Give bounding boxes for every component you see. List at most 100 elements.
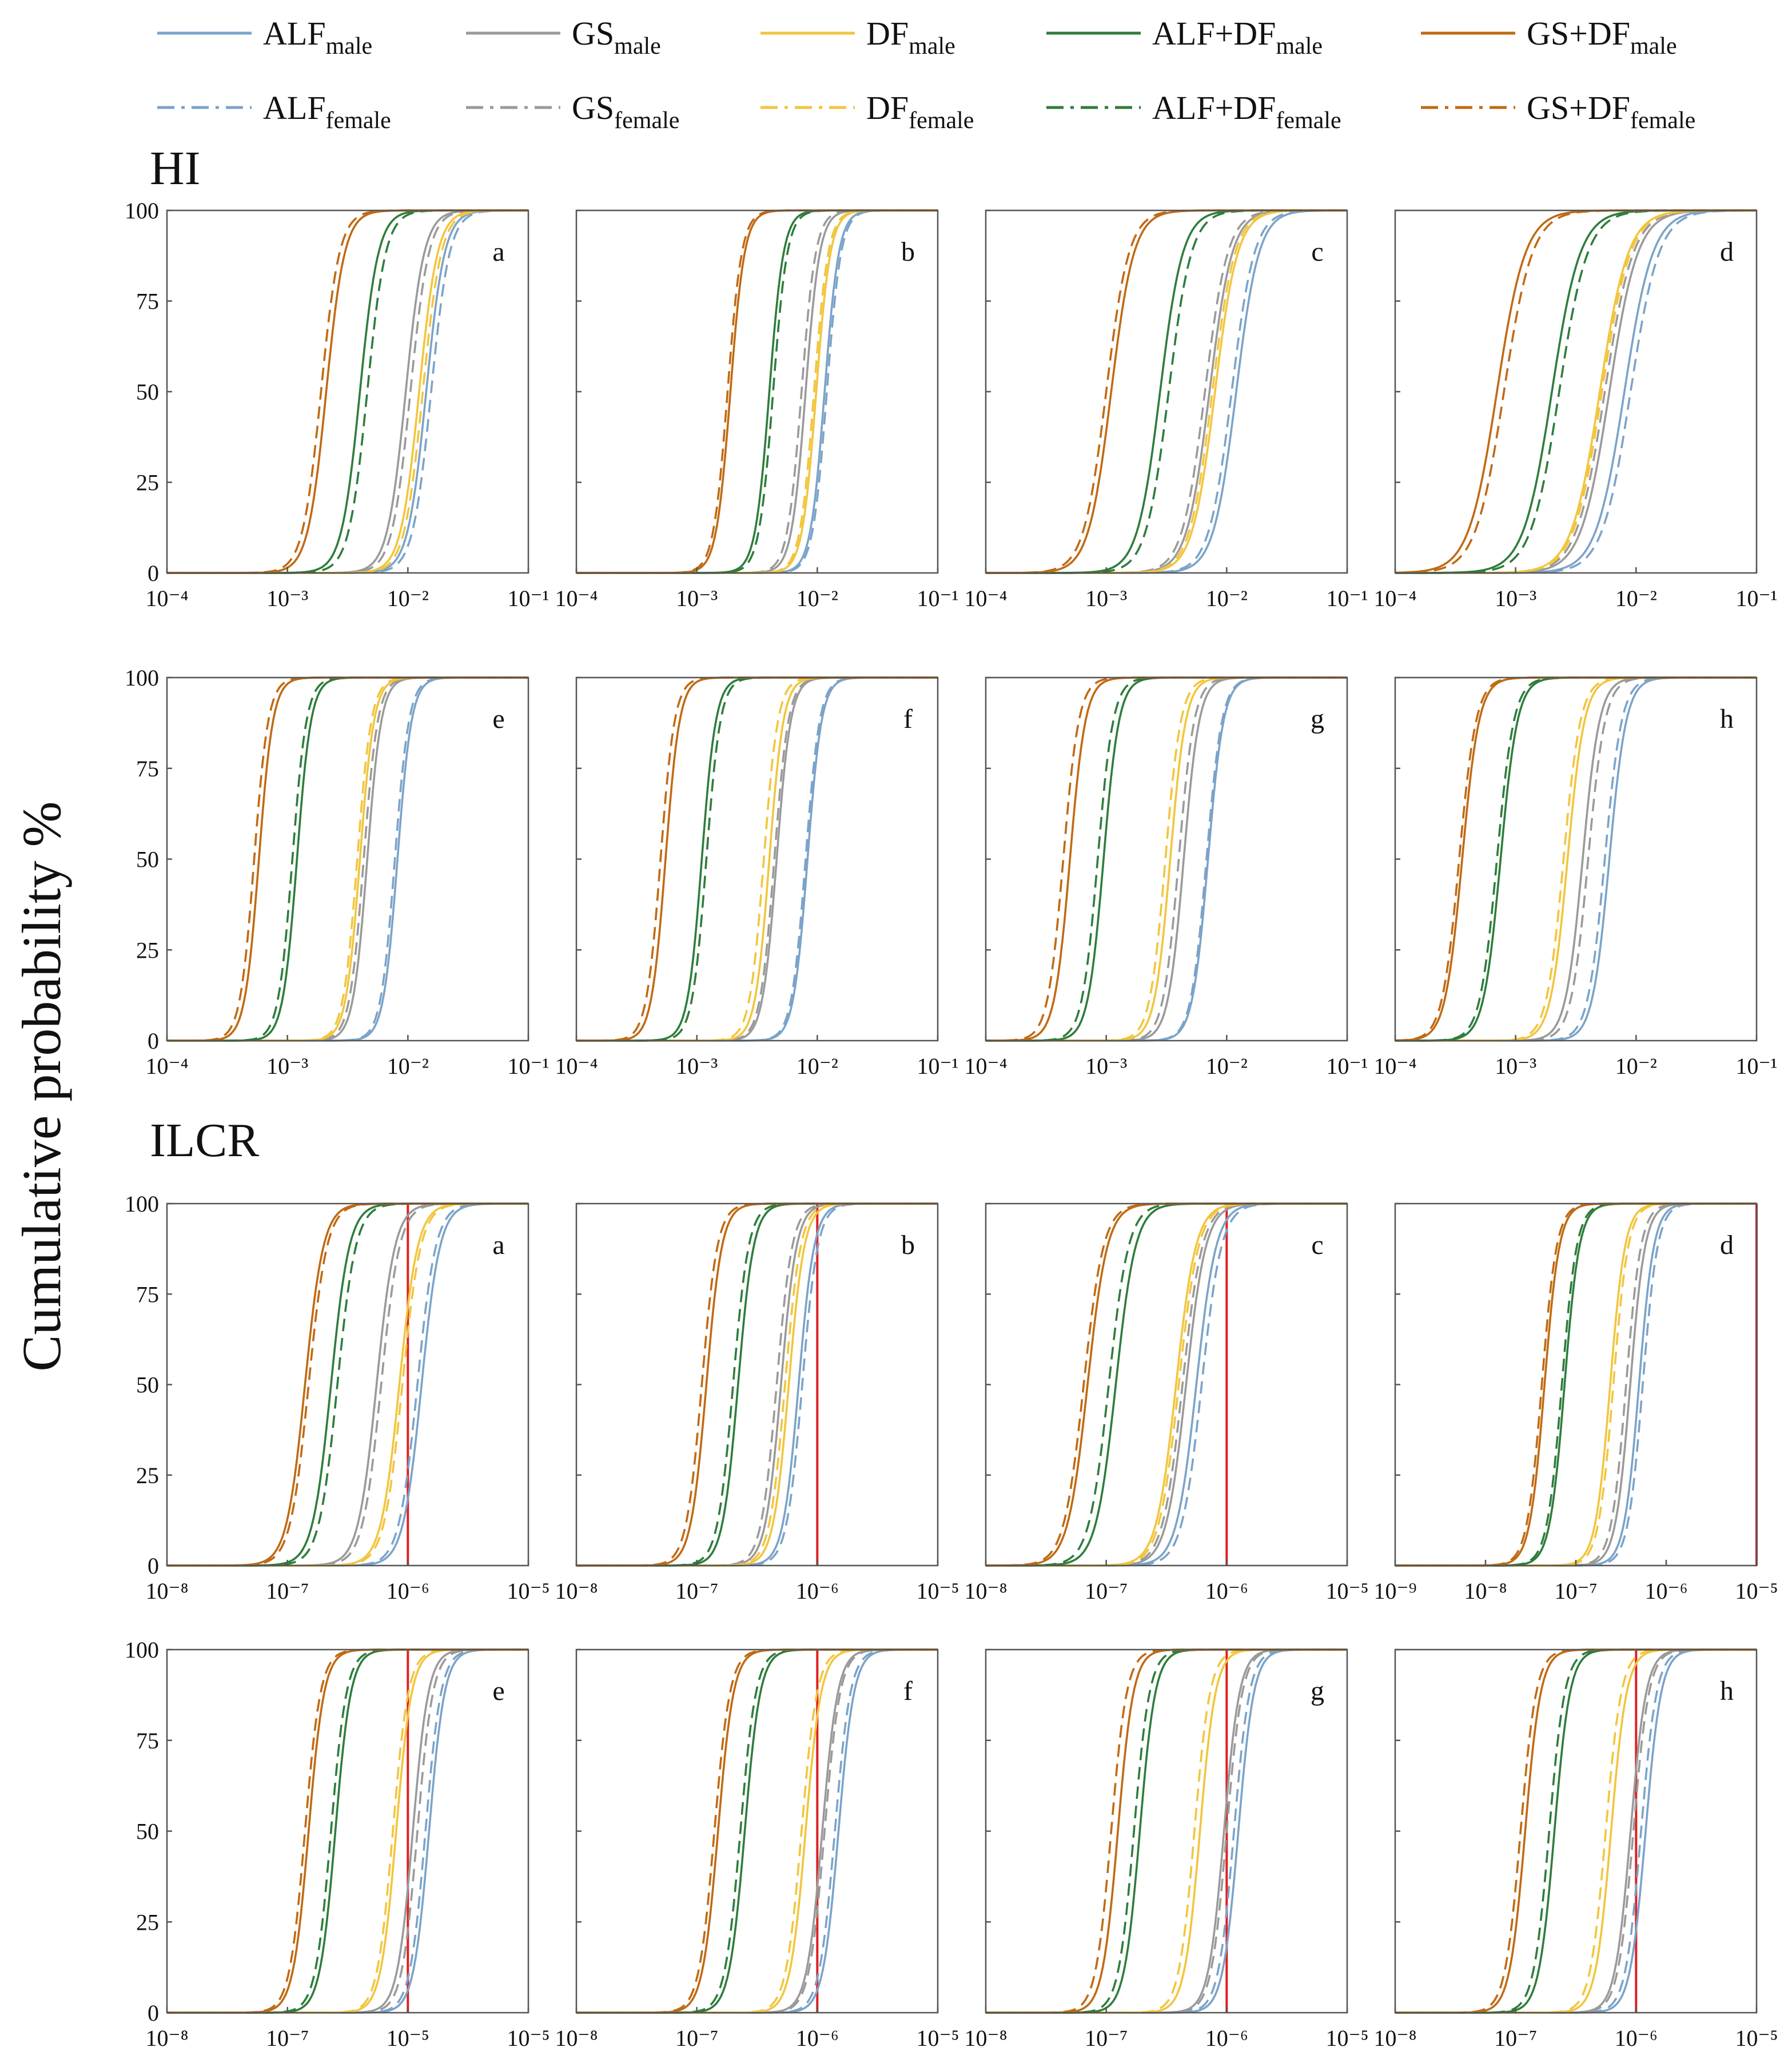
x-tick-label: 10⁻⁸ [964, 1578, 1007, 1604]
legend-label: DFmale [866, 15, 955, 59]
panel-ilcr-b: 10⁻⁸ 10⁻⁷ 10⁻⁶ 10⁻⁵ b [555, 1202, 959, 1604]
panel-letter: c [1311, 237, 1323, 267]
legend-item-gs_male: GSmale [466, 15, 661, 59]
series-alf-df-male [1395, 1648, 1757, 2014]
panel-hi-c: 10⁻⁴ 10⁻³ 10⁻² 10⁻¹ c [964, 209, 1368, 611]
panel-ilcr-f: 10⁻⁸ 10⁻⁷ 10⁻⁶ 10⁻⁵ f [555, 1648, 959, 2051]
series-df-male [167, 209, 528, 574]
series-gs-df-male [986, 676, 1347, 1042]
legend-label-sub: female [614, 107, 679, 134]
x-tick-label: 10⁻² [1206, 1053, 1248, 1079]
legend-item-alfdf_female: ALF+DFfemale [1046, 89, 1341, 134]
series-df-female [986, 676, 1347, 1042]
series-gs-male [167, 1648, 528, 2014]
x-tick-label: 10⁻¹ [917, 586, 958, 611]
series-group [1395, 209, 1757, 574]
y-tick-label: 100 [125, 665, 159, 691]
legend-label-base: GS [572, 89, 614, 126]
series-group [576, 1648, 938, 2014]
panel-letter: b [901, 1230, 915, 1260]
series-gs-df-male [167, 1648, 528, 2014]
x-tick-label: 10⁻³ [1085, 586, 1127, 611]
series-gs-male [986, 1202, 1347, 1567]
x-tick-label: 10⁻⁴ [1373, 586, 1416, 611]
x-tick-label: 10⁻⁷ [266, 1578, 309, 1604]
plot-frame [1394, 676, 1758, 1042]
legend-label-sub: male [1276, 33, 1323, 59]
series-alf-df-male [576, 1202, 938, 1567]
series-alf-female [986, 209, 1347, 574]
series-df-male [167, 676, 528, 1042]
legend-label: ALF+DFmale [1152, 15, 1323, 59]
series-alf-df-female [1395, 1648, 1757, 2014]
x-tick-label: 10⁻⁴ [1373, 1053, 1416, 1079]
x-tick-label: 10⁻¹ [1735, 586, 1777, 611]
series-gs-female [167, 1648, 528, 2014]
series-gs-male [1395, 676, 1757, 1042]
series-gs-female [986, 209, 1347, 574]
series-df-male [986, 676, 1347, 1042]
series-gs-df-female [576, 1202, 938, 1567]
panel-ilcr-d: 10⁻⁹ 10⁻⁸ 10⁻⁷ 10⁻⁶ 10⁻⁵ d [1373, 1202, 1778, 1604]
legend-item-alfdf_male: ALF+DFmale [1046, 15, 1323, 59]
y-axis-label: Cumulative probability % [11, 801, 72, 1371]
series-df-female [1395, 1648, 1757, 2014]
panel-letter: f [903, 1676, 913, 1706]
x-tick-label: 10⁻⁶ [1205, 2025, 1248, 2051]
plot-frame [166, 1648, 529, 2014]
series-gs-df-male [576, 1648, 938, 2014]
y-tick-label: 25 [136, 470, 159, 496]
series-gs-male [986, 676, 1347, 1042]
series-gs-df-female [986, 1202, 1347, 1567]
series-gs-female [986, 1648, 1347, 2014]
y-tick-label: 75 [136, 756, 159, 782]
series-gs-df-male [576, 1202, 938, 1567]
series-alf-df-female [986, 1648, 1347, 2014]
series-df-female [1395, 676, 1757, 1042]
legend-label-sub: male [1630, 33, 1677, 59]
series-df-male [986, 209, 1347, 574]
series-df-male [1395, 1648, 1757, 2014]
y-tick-label: 25 [136, 1909, 159, 1935]
series-gs-df-male [167, 209, 528, 574]
panel-letter: a [492, 237, 504, 267]
series-gs-male [576, 1648, 938, 2014]
x-tick-label: 10⁻⁴ [145, 1053, 188, 1079]
x-tick-label: 10⁻¹ [1326, 586, 1368, 611]
x-tick-label: 10⁻⁷ [1554, 1578, 1597, 1604]
x-tick-label: 10⁻² [1615, 586, 1657, 611]
series-alf-male [986, 1648, 1347, 2014]
y-tick-label: 0 [148, 1028, 159, 1054]
series-group [576, 1202, 938, 1567]
series-alf-df-female [986, 676, 1347, 1042]
x-tick-label: 10⁻⁷ [675, 1578, 718, 1604]
series-gs-female [1395, 676, 1757, 1042]
legend-label-base: DF [866, 15, 909, 52]
panel-hi-d: 10⁻⁴ 10⁻³ 10⁻² 10⁻¹ d [1373, 209, 1778, 611]
x-tick-label: 10⁻⁸ [555, 1578, 598, 1604]
series-df-male [986, 1648, 1347, 2014]
panel-ilcr-a: 0 25 50 75 100 10⁻⁸ 10⁻⁷ 10⁻⁶ 10⁻⁵ a [125, 1191, 550, 1604]
series-gs-female [986, 1202, 1347, 1567]
series-alf-df-male [167, 1648, 528, 2014]
legend-label-sub: male [614, 33, 661, 59]
series-gs-male [986, 209, 1347, 574]
panel-ilcr-h: 10⁻⁸ 10⁻⁷ 10⁻⁶ 10⁻⁵ h [1373, 1648, 1778, 2051]
series-alf-df-male [986, 676, 1347, 1042]
legend-label: GSmale [572, 15, 661, 59]
series-group [986, 676, 1347, 1042]
series-df-female [986, 1202, 1347, 1567]
plot-frame [1394, 1648, 1758, 2014]
series-alf-female [986, 676, 1347, 1042]
series-df-male [986, 1202, 1347, 1567]
plot-frame [985, 1648, 1348, 2014]
panel-letter: a [492, 1230, 504, 1260]
x-tick-label: 10⁻² [1206, 586, 1248, 611]
panel-ilcr-c: 10⁻⁸ 10⁻⁷ 10⁻⁶ 10⁻⁵ c [964, 1202, 1369, 1604]
series-alf-male [167, 1648, 528, 2014]
x-tick-label: 10⁻⁴ [964, 1053, 1007, 1079]
legend-label: ALF+DFfemale [1152, 89, 1341, 134]
x-tick-label: 10⁻⁸ [145, 1578, 188, 1604]
series-alf-female [1395, 1202, 1757, 1567]
